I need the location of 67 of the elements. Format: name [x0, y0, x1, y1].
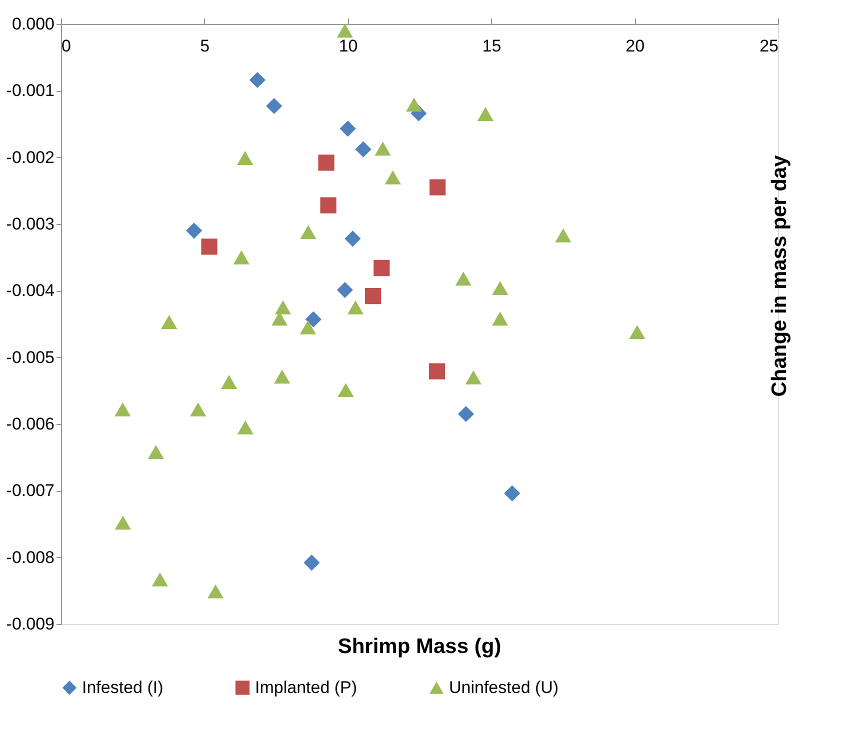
- y-tick-label: -0.002: [6, 148, 54, 167]
- point: [428, 363, 446, 380]
- y-tick-label: -0.009: [6, 614, 54, 634]
- point: [266, 98, 282, 114]
- point: [201, 238, 218, 255]
- point: [320, 197, 336, 214]
- y-tick-label: -0.008: [6, 548, 54, 567]
- point: [364, 288, 382, 304]
- point: [338, 383, 354, 397]
- point: [148, 445, 164, 459]
- point: [629, 325, 646, 339]
- y-tick-label: -0.005: [6, 348, 54, 367]
- point: [114, 402, 131, 416]
- point: [305, 311, 322, 328]
- point: [344, 230, 361, 247]
- y-axis-title: Change in mass per day: [768, 154, 791, 397]
- x-tick-label: 15: [482, 36, 502, 56]
- point: [430, 179, 446, 196]
- point: [406, 98, 422, 112]
- point: [384, 170, 401, 184]
- x-tick-label: 0: [62, 36, 71, 56]
- x-tick-label: 5: [200, 36, 210, 56]
- point: [458, 406, 474, 422]
- point: [492, 312, 508, 326]
- point: [300, 225, 316, 239]
- x-tick-label: 25: [760, 36, 778, 56]
- point: [504, 485, 520, 502]
- y-tick-label: 0.000: [12, 14, 54, 34]
- x-axis-title: Shrimp Mass (g): [338, 635, 502, 658]
- x-tick-label: 20: [626, 36, 645, 56]
- y-tick-label: -0.007: [6, 481, 54, 500]
- y-tick-label: -0.004: [6, 281, 54, 300]
- point: [114, 516, 132, 530]
- point: [336, 24, 353, 38]
- point: [221, 375, 238, 389]
- point: [477, 107, 494, 121]
- legend-label: Infested (I): [82, 678, 164, 697]
- point: [300, 320, 316, 334]
- legend-label: Uninfested (U): [449, 678, 559, 697]
- point: [465, 370, 482, 384]
- point: [492, 281, 508, 295]
- point: [237, 420, 254, 434]
- point: [374, 260, 390, 276]
- point: [152, 572, 168, 586]
- point: [208, 584, 224, 598]
- point: [186, 222, 202, 239]
- y-tick-label: -0.001: [6, 81, 54, 100]
- point: [161, 315, 178, 329]
- point: [336, 282, 353, 298]
- point: [233, 250, 250, 264]
- point: [347, 300, 364, 314]
- point: [374, 142, 391, 156]
- point: [190, 402, 206, 416]
- point: [340, 120, 356, 137]
- point: [274, 300, 292, 314]
- point: [455, 272, 472, 286]
- point: [237, 151, 254, 165]
- legend-label: Implanted (P): [255, 678, 358, 697]
- y-tick-label: -0.003: [6, 214, 54, 234]
- y-tick-label: -0.006: [6, 414, 54, 434]
- point: [274, 370, 290, 384]
- point: [318, 154, 334, 171]
- point: [355, 141, 372, 158]
- point: [304, 554, 320, 571]
- point: [555, 228, 572, 242]
- x-tick-label: 10: [338, 36, 358, 56]
- point: [249, 72, 266, 88]
